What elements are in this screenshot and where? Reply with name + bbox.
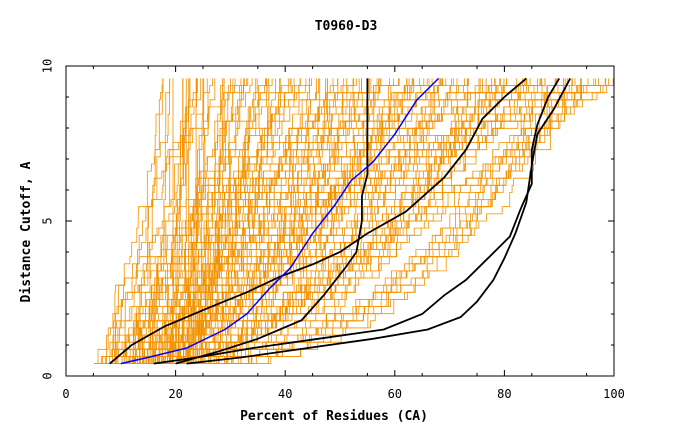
- chart-title: T0960-D3: [315, 19, 378, 34]
- x-tick-label: 80: [497, 387, 511, 401]
- tick-labels: 0 20 40 60 80 100 0 5 10: [41, 59, 625, 401]
- x-tick-label: 0: [62, 387, 69, 401]
- background-model-line: [148, 78, 543, 364]
- x-tick-label: 60: [388, 387, 402, 401]
- background-model-line: [132, 78, 164, 364]
- x-tick-label: 40: [278, 387, 292, 401]
- axis-ticks: [65, 65, 615, 377]
- highlighted-model-line: [153, 77, 560, 365]
- background-model-line: [97, 78, 164, 364]
- highlighted-model-lines: [109, 77, 571, 365]
- background-model-line: [136, 78, 433, 364]
- background-model-line: [193, 78, 372, 364]
- background-model-line: [93, 78, 452, 364]
- background-model-line: [164, 78, 615, 364]
- background-model-line: [190, 78, 573, 364]
- background-model-line: [155, 78, 507, 364]
- background-model-line: [171, 78, 606, 364]
- background-model-line: [109, 78, 280, 364]
- x-axis-label: Percent of Residues (CA): [240, 409, 428, 424]
- y-tick-label: 10: [41, 59, 55, 73]
- background-model-line: [104, 78, 541, 364]
- background-model-line: [95, 78, 599, 364]
- background-model-line: [128, 78, 345, 364]
- background-model-line: [112, 78, 245, 364]
- highlighted-model-line: [109, 77, 527, 365]
- y-axis-label: Distance Cutoff, A: [19, 161, 34, 302]
- y-tick-label: 0: [41, 372, 55, 379]
- highlighted-model-line: [186, 77, 571, 365]
- background-model-line: [169, 78, 420, 364]
- background-model-line: [129, 78, 257, 364]
- y-tick-label: 5: [41, 217, 55, 224]
- x-tick-label: 100: [603, 387, 625, 401]
- background-model-lines: [93, 78, 615, 364]
- background-model-line: [198, 78, 425, 364]
- background-model-line: [111, 78, 518, 364]
- background-model-line: [139, 78, 202, 364]
- background-model-line: [124, 78, 307, 364]
- x-tick-label: 20: [168, 387, 182, 401]
- background-model-line: [128, 78, 523, 364]
- target-model-line: [120, 77, 440, 365]
- background-model-line: [118, 78, 242, 364]
- background-model-line: [104, 78, 400, 364]
